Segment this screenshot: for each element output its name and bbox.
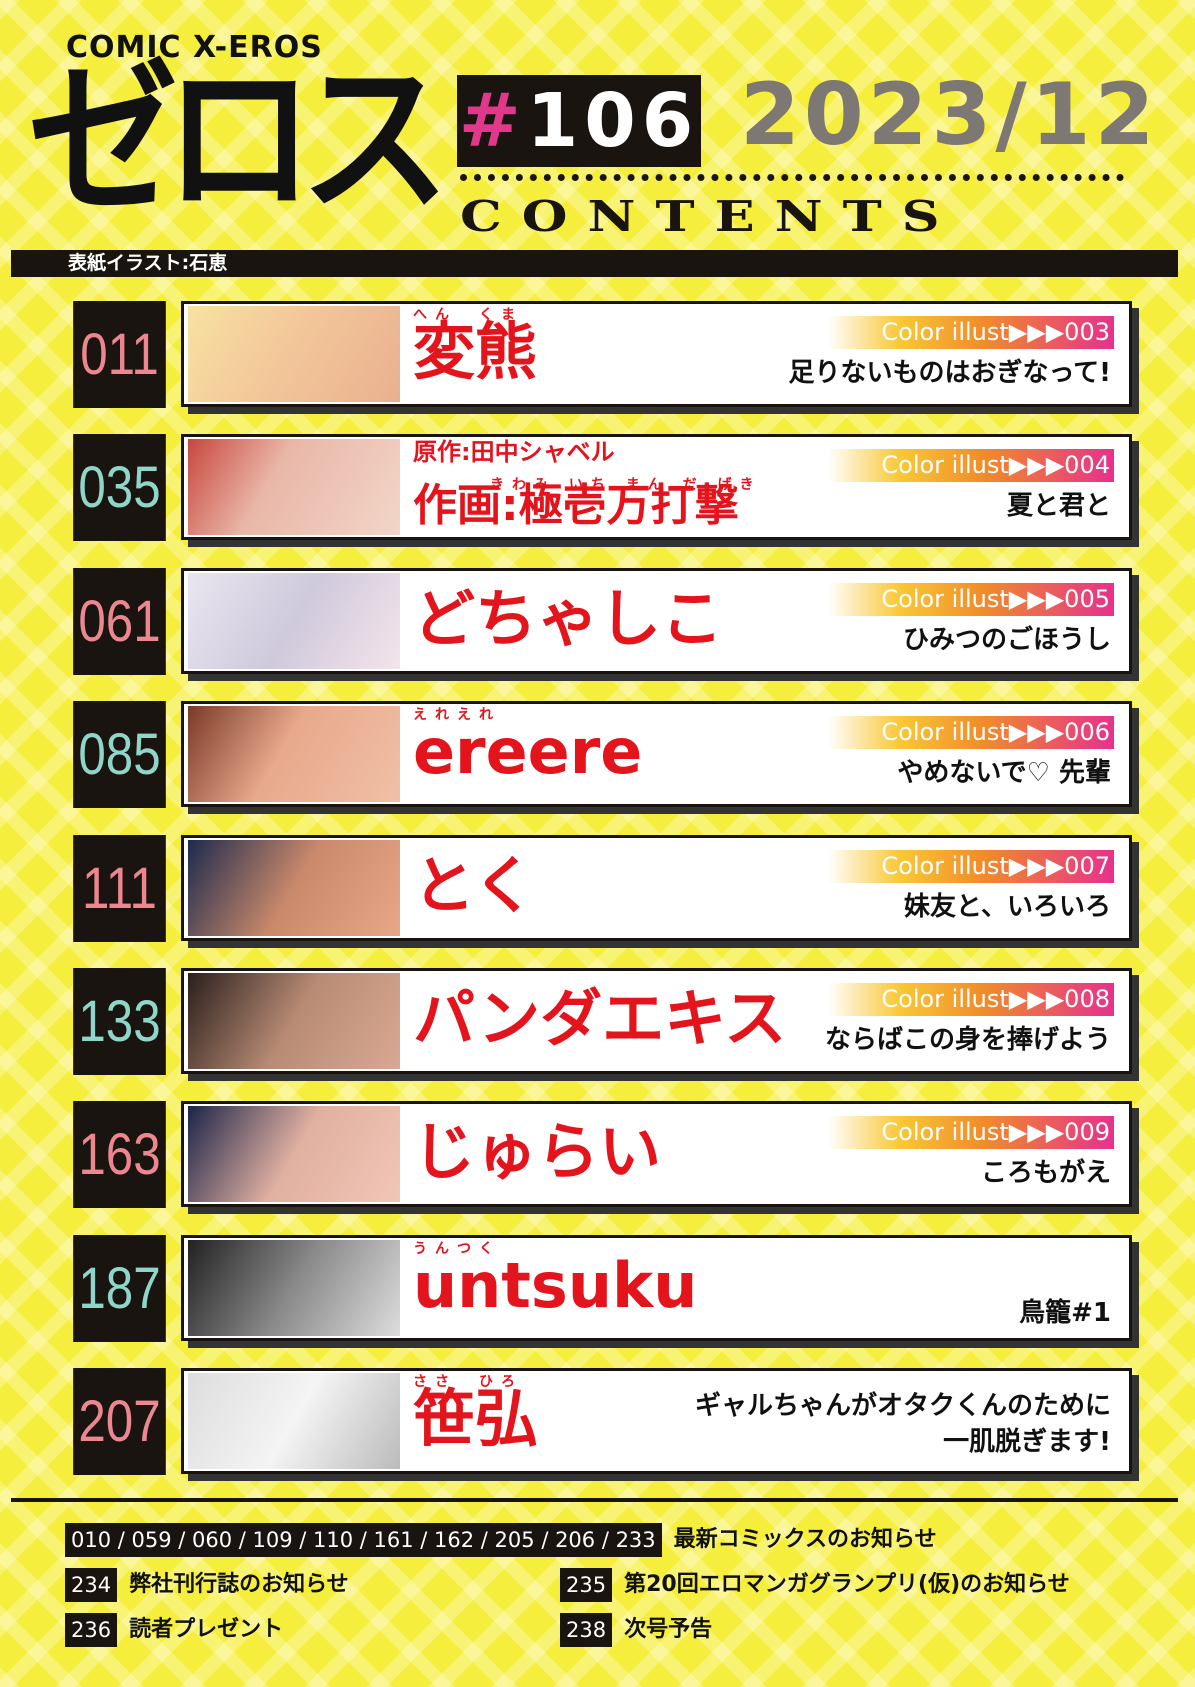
page-number: 035 — [73, 434, 166, 542]
issue-date: 2023/12 — [740, 65, 1159, 165]
author-name: 笹弘 — [413, 1382, 538, 1456]
story-title: やめないで♡ 先輩 — [897, 758, 1111, 789]
story-title: 足りないものはおぎなって! — [788, 358, 1111, 388]
story-title: ギャルちゃんがオタクくんのために 一肌脱ぎます! — [694, 1391, 1111, 1458]
story-title: 夏と君と — [1006, 491, 1111, 522]
page-number: 011 — [73, 301, 166, 408]
contents-label: CONTENTS — [460, 192, 960, 241]
issue-hash: # — [458, 78, 527, 164]
thumbnail — [188, 1239, 400, 1336]
author-reading: きわみ いち まん だ げき — [490, 477, 762, 494]
author-name: 作画:極壱万打撃 — [413, 480, 739, 532]
author-name: untsuku — [413, 1248, 698, 1322]
page-number: 133 — [73, 968, 166, 1075]
story-title: 妹友と、いろいろ — [904, 891, 1111, 922]
page-number: 085 — [73, 701, 166, 809]
footer-label: 最新コミックスのお知らせ — [673, 1527, 937, 1552]
thumbnail — [188, 572, 400, 669]
thumbnail — [188, 1373, 400, 1470]
footer-pages: 010 / 059 / 060 / 109 / 110 / 161 / 162 … — [65, 1523, 662, 1557]
author-name: じゅらい — [413, 1115, 662, 1189]
author-reading: えれえれ — [413, 707, 501, 724]
footer-label: 第20回エロマンガグランプリ(仮)のお知らせ — [624, 1572, 1070, 1597]
author-name: 変熊 — [413, 315, 538, 388]
thumbnail — [188, 973, 400, 1069]
credit-bar — [11, 250, 1178, 277]
page-number: 163 — [73, 1101, 166, 1209]
brand: COMIC X-EROS — [66, 30, 323, 65]
author-reading: へん くま — [413, 307, 523, 323]
footer-label: 次号予告 — [624, 1617, 713, 1642]
page-number: 111 — [73, 834, 166, 942]
page-number: 207 — [73, 1368, 166, 1476]
page-number: 187 — [73, 1234, 166, 1342]
story-title: ならばこの身を捧げよう — [824, 1025, 1111, 1055]
author-name: パンダエキス — [413, 982, 787, 1055]
dotted-rule — [460, 174, 1124, 181]
footer-pages: 235 — [560, 1568, 613, 1602]
thumbnail — [188, 706, 400, 803]
color-illust-badge: Color illust▶▶▶009 — [828, 1116, 1114, 1150]
footer-pages: 236 — [65, 1613, 118, 1647]
color-illust-badge: Color illust▶▶▶004 — [828, 449, 1114, 483]
thumbnail — [188, 1106, 400, 1203]
cover-credit: 表紙イラスト:石恵 — [68, 252, 228, 274]
author-name: ereere — [413, 715, 643, 789]
author-reading: うんつく — [413, 1240, 501, 1257]
story-title: ころもがえ — [980, 1158, 1111, 1189]
thumbnail — [188, 839, 400, 936]
footer-pages: 238 — [560, 1613, 613, 1647]
footer-pages: 234 — [65, 1568, 118, 1602]
color-illust-badge: Color illust▶▶▶003 — [828, 316, 1114, 349]
author-name: とく — [413, 848, 536, 922]
page-number: 061 — [73, 567, 166, 675]
logo: ゼロス — [28, 44, 450, 237]
story-title: ひみつのごほうし — [902, 624, 1111, 655]
footer-rule — [11, 1498, 1178, 1502]
thumbnail — [188, 439, 400, 536]
story-title: 鳥籠#1 — [1019, 1297, 1111, 1328]
footer-label: 弊社刊行誌のお知らせ — [129, 1572, 349, 1597]
footer-label: 読者プレゼント — [129, 1617, 284, 1642]
author-name: どちゃしこ — [413, 581, 724, 655]
color-illust-badge: Color illust▶▶▶005 — [828, 582, 1114, 616]
color-illust-badge: Color illust▶▶▶008 — [828, 983, 1114, 1016]
issue-number: #106 — [457, 75, 701, 167]
author-reading: ささ ひろ — [413, 1374, 523, 1391]
color-illust-badge: Color illust▶▶▶007 — [828, 849, 1114, 883]
color-illust-badge: Color illust▶▶▶006 — [828, 716, 1114, 750]
author-name: 原作:田中シャベル — [413, 438, 615, 467]
thumbnail — [188, 306, 400, 402]
